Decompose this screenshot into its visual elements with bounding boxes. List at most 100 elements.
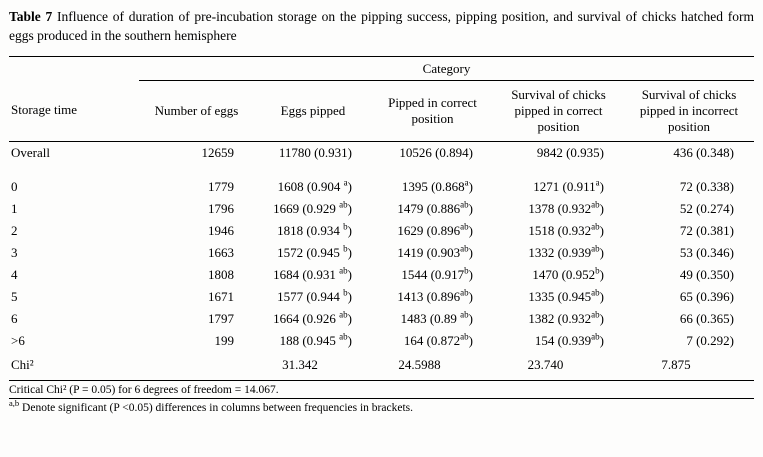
category-header: Category <box>139 55 754 81</box>
significance-superscript: b <box>343 222 348 233</box>
column-header-3: Pipped in correct position <box>372 80 493 143</box>
table-row-gt6: >6 199 188 (0.945 ab) 164 (0.872ab) 154 (0.9… <box>9 330 754 352</box>
significance-superscript: ab <box>591 244 600 255</box>
cell-0-2: 1608 (0.904 a) <box>277 178 352 195</box>
cell-2-3: 1629 (0.896ab) <box>397 222 473 239</box>
significance-superscript: ab <box>591 332 600 343</box>
significance-superscript: ab <box>460 222 469 233</box>
significance-superscript: a <box>343 178 348 189</box>
category-empty-cell <box>9 55 139 81</box>
footnote-critical-chi: Critical Chi² (P = 0.05) for 6 degrees o… <box>9 381 754 400</box>
table-row-chi: Chi² 31.342 24.5988 23.740 7.875 <box>9 352 754 382</box>
significance-superscript: ab <box>339 332 348 343</box>
cell-4-1: 1808 <box>208 267 234 283</box>
cell-4-5: 49 (0.350) <box>679 267 734 283</box>
cell-3-2: 1572 (0.945 b) <box>277 244 352 261</box>
row-label-1: 1 <box>11 201 18 217</box>
cell-1-3: 1479 (0.886ab) <box>397 200 473 217</box>
significance-superscript: ab <box>460 244 469 255</box>
cell-gt6-5: 7 (0.292) <box>686 333 734 349</box>
row-label-0: 0 <box>11 179 18 195</box>
cell-chi-2: 31.342 <box>254 352 372 382</box>
column-header-4: Survival of chicks pipped in correct pos… <box>493 80 624 143</box>
row-label-chi: Chi² <box>9 352 139 382</box>
cell-6-4: 1382 (0.932ab) <box>528 310 604 327</box>
spacer-row <box>9 164 754 176</box>
significance-superscript: ab <box>591 222 600 233</box>
significance-superscript: ab <box>339 200 348 211</box>
column-header-1: Number of eggs <box>139 80 254 143</box>
cell-4-3: 1544 (0.917b) <box>401 266 473 283</box>
row-label-4: 4 <box>11 267 18 283</box>
significance-superscript: a <box>464 178 469 189</box>
significance-superscript: ab <box>339 310 348 321</box>
table-row-1: 1 1796 1669 (0.929 ab) 1479 (0.886ab) 1378 (… <box>9 198 754 220</box>
cell-5-3: 1413 (0.896ab) <box>397 288 473 305</box>
table-row-3: 3 1663 1572 (0.945 b) 1419 (0.903ab) 1332 (0… <box>9 242 754 264</box>
significance-superscript: ab <box>460 310 469 321</box>
table-number: Table 7 <box>9 9 53 24</box>
row-label-3: 3 <box>11 245 18 261</box>
row-label-gt6: >6 <box>11 333 25 349</box>
header-row: Storage time Number of eggs Eggs pipped Pip… <box>9 80 754 143</box>
row-label-6: 6 <box>11 311 18 327</box>
table-row-overall: Overall 12659 11780 (0.931) 10526 (0.894) 98… <box>9 142 754 165</box>
cell-5-4: 1335 (0.945ab) <box>528 288 604 305</box>
table-title-text: Influence of duration of pre-incubation … <box>9 9 754 43</box>
row-label-overall: Overall <box>11 145 50 161</box>
cell-0-1: 1779 <box>208 179 234 195</box>
significance-superscript: ab <box>591 200 600 211</box>
cell-4-2: 1684 (0.931 ab) <box>273 266 352 283</box>
cell-overall-3: 10526 (0.894) <box>399 145 473 161</box>
row-label-5: 5 <box>11 289 18 305</box>
significance-superscript: b <box>464 266 469 277</box>
cell-chi-4: 23.740 <box>493 352 624 382</box>
significance-superscript: ab <box>591 288 600 299</box>
cell-2-2: 1818 (0.934 b) <box>277 222 352 239</box>
cell-6-1: 1797 <box>208 311 234 327</box>
cell-gt6-2: 188 (0.945 ab) <box>279 332 352 349</box>
cell-0-3: 1395 (0.868a) <box>401 178 473 195</box>
significance-superscript: b <box>595 266 600 277</box>
cell-overall-2: 11780 (0.931) <box>278 145 352 161</box>
cell-1-5: 52 (0.274) <box>679 201 734 217</box>
significance-superscript: ab <box>460 200 469 211</box>
table-row-4: 4 1808 1684 (0.931 ab) 1544 (0.917b) 1470 (0… <box>9 264 754 286</box>
cell-overall-1: 12659 <box>201 145 235 161</box>
cell-4-4: 1470 (0.952b) <box>532 266 604 283</box>
cell-chi-3: 24.5988 <box>372 352 493 382</box>
cell-overall-4: 9842 (0.935) <box>536 145 604 161</box>
row-label-2: 2 <box>11 223 18 239</box>
table-row-5: 5 1671 1577 (0.944 b) 1413 (0.896ab) 1335 (0… <box>9 286 754 308</box>
cell-2-1: 1946 <box>208 223 234 239</box>
table-caption: Table 7 Influence of duration of pre-inc… <box>9 8 754 46</box>
cell-chi-5: 7.875 <box>624 352 754 382</box>
cell-5-2: 1577 (0.944 b) <box>277 288 352 305</box>
column-header-0: Storage time <box>9 80 139 143</box>
cell-overall-5: 436 (0.348) <box>673 145 734 161</box>
significance-marker: a,b <box>9 398 20 409</box>
cell-6-5: 66 (0.365) <box>679 311 734 327</box>
cell-3-5: 53 (0.346) <box>679 245 734 261</box>
significance-superscript: b <box>343 288 348 299</box>
spacer-cell <box>9 164 754 176</box>
cell-1-4: 1378 (0.932ab) <box>528 200 604 217</box>
significance-superscript: ab <box>460 288 469 299</box>
cell-1-2: 1669 (0.929 ab) <box>273 200 352 217</box>
data-table: Category Storage time Number of eggs Eggs … <box>9 55 754 382</box>
cell-3-4: 1332 (0.939ab) <box>528 244 604 261</box>
cell-1-1: 1796 <box>208 201 234 217</box>
cell-6-2: 1664 (0.926 ab) <box>273 310 352 327</box>
cell-gt6-1: 199 <box>214 333 235 349</box>
table-body: Overall 12659 11780 (0.931) 10526 (0.894) 98… <box>9 142 754 382</box>
significance-superscript: ab <box>591 310 600 321</box>
cell-chi-1 <box>139 352 254 382</box>
cell-3-1: 1663 <box>208 245 234 261</box>
footnotes: Critical Chi² (P = 0.05) for 6 degrees o… <box>9 381 754 416</box>
table-row-2: 2 1946 1818 (0.934 b) 1629 (0.896ab) 1518 (0… <box>9 220 754 242</box>
cell-5-1: 1671 <box>208 289 234 305</box>
category-row: Category <box>9 55 754 81</box>
cell-3-3: 1419 (0.903ab) <box>397 244 473 261</box>
significance-superscript: ab <box>460 332 469 343</box>
paper-table-page: Table 7 Influence of duration of pre-inc… <box>9 8 754 416</box>
